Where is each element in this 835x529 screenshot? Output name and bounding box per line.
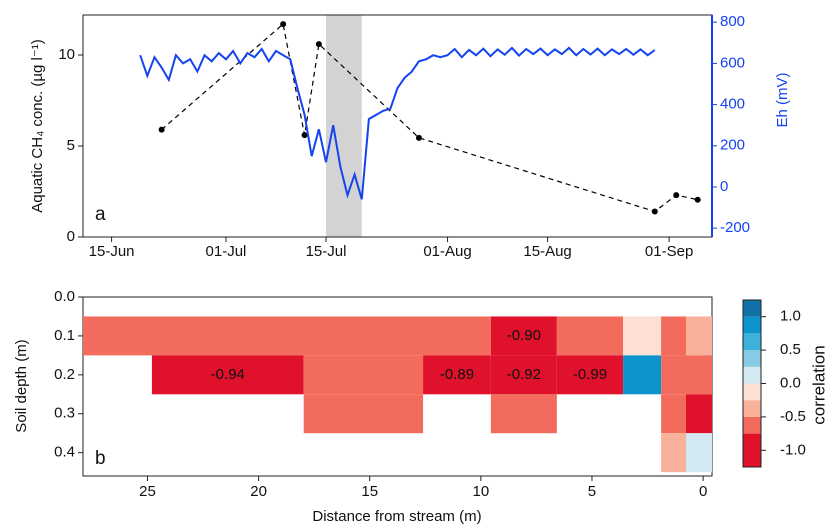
- y-tick-label: 10: [58, 46, 75, 63]
- y-tick-label: 0.3: [54, 405, 75, 422]
- y2-tick-label: 200: [720, 137, 745, 154]
- y-tick-label: 0: [67, 228, 75, 245]
- heat-cell: [623, 316, 662, 356]
- y2-tick-label: 400: [720, 96, 745, 113]
- x-tick-label: 10: [473, 483, 490, 500]
- panel-label: b: [95, 448, 106, 469]
- ch4-point: [651, 208, 658, 215]
- heat-cell: [151, 355, 304, 395]
- colorbar-bin: [743, 300, 761, 317]
- colorbar-bin: [743, 350, 761, 367]
- x-tick-label: 15-Aug: [523, 243, 571, 260]
- cell-label: -0.89: [440, 366, 474, 383]
- heat-cell: [685, 316, 712, 356]
- ch4-point: [315, 41, 322, 48]
- heat-cell: [490, 394, 557, 434]
- x-tick-label: 15-Jun: [89, 243, 135, 260]
- ch4-line: [161, 22, 698, 213]
- colorbar-bin: [743, 316, 761, 334]
- x-tick-label: 20: [250, 483, 267, 500]
- heat-cell: [685, 355, 712, 395]
- y-axis-label: Soil depth (m): [13, 339, 30, 432]
- cell-label: -0.90: [507, 327, 541, 344]
- colorbar-tick-label: 1.0: [780, 308, 801, 325]
- panel-label: a: [95, 204, 106, 225]
- y2-tick-label: 800: [720, 13, 745, 30]
- y2-tick-label: 600: [720, 54, 745, 71]
- colorbar-tick-label: -0.5: [780, 408, 806, 425]
- heat-cell: [83, 316, 491, 356]
- heat-cell: [303, 394, 424, 434]
- ch4-point: [694, 196, 701, 203]
- y2-axis-label: Eh (mV): [774, 72, 791, 127]
- colorbar-bin: [743, 416, 761, 434]
- eh-line: [139, 46, 656, 200]
- x-tick-label: 25: [139, 483, 156, 500]
- y-tick-label: 0.2: [54, 366, 75, 383]
- heat-cell: [685, 433, 712, 473]
- colorbar-tick-label: 0.5: [780, 341, 801, 358]
- colorbar-bin: [743, 400, 761, 417]
- y-tick-label: 5: [67, 137, 75, 154]
- heat-cell: [556, 316, 624, 356]
- cell-label: -0.99: [573, 366, 607, 383]
- heat-cell: [661, 394, 686, 434]
- ch4-point: [415, 134, 422, 141]
- heat-cell: [623, 355, 662, 395]
- colorbar-bin: [743, 366, 761, 384]
- y-tick-label: 0.0: [54, 288, 75, 305]
- cell-label: -0.92: [507, 366, 541, 383]
- colorbar-bin: [743, 333, 761, 351]
- heat-cell: [661, 433, 686, 473]
- colorbar-tick-label: -1.0: [780, 441, 806, 458]
- colorbar-bin: [743, 383, 761, 401]
- x-tick-label: 01-Jul: [206, 243, 247, 260]
- x-tick-label: 5: [588, 483, 596, 500]
- heat-cell: [490, 316, 557, 356]
- y2-tick-label: 0: [720, 178, 728, 195]
- cell-label: -0.94: [211, 366, 245, 383]
- colorbar-label: correlation: [809, 345, 828, 424]
- shaded-span: [326, 15, 362, 237]
- x-tick-label: 01-Aug: [423, 243, 471, 260]
- colorbar-bin: [743, 433, 761, 467]
- ch4-point: [673, 192, 680, 199]
- x-tick-label: 15: [361, 483, 378, 500]
- colorbar-tick-label: 0.0: [780, 374, 801, 391]
- heat-cell: [661, 316, 686, 356]
- x-tick-label: 0: [699, 483, 707, 500]
- y-tick-label: 0.1: [54, 327, 75, 344]
- heat-cell: [490, 355, 557, 395]
- x-tick-label: 01-Sep: [645, 243, 693, 260]
- ch4-point: [158, 126, 165, 133]
- panel-a-frame: [82, 14, 713, 238]
- heat-cell: [423, 355, 491, 395]
- x-tick-label: 15-Jul: [306, 243, 347, 260]
- heat-cell: [556, 355, 624, 395]
- heat-cell: [661, 355, 686, 395]
- y2-tick-label: -200: [720, 219, 750, 236]
- y-tick-label: 0.4: [54, 444, 75, 461]
- x-axis-label: Distance from stream (m): [312, 508, 481, 525]
- y-axis-label: Aquatic CH₄ conc. (µg l⁻¹): [29, 39, 46, 213]
- heat-cell: [685, 394, 712, 434]
- ch4-point: [280, 21, 287, 28]
- heat-cell: [303, 355, 424, 395]
- ch4-point: [301, 132, 308, 139]
